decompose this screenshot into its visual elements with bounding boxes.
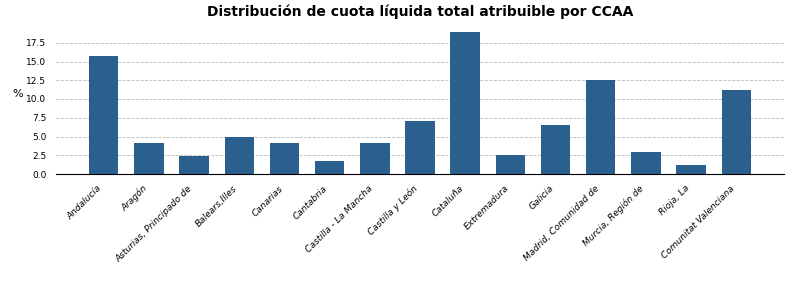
Title: Distribución de cuota líquida total atribuible por CCAA: Distribución de cuota líquida total atri… [207,4,633,19]
Bar [450,32,480,174]
Bar [225,137,254,174]
Bar [586,80,615,174]
Bar [134,143,164,174]
Bar [360,143,390,174]
Bar [270,142,299,174]
Bar [676,165,706,174]
Bar [315,160,344,174]
Bar [89,56,118,174]
Y-axis label: %: % [13,89,23,99]
Bar [631,152,661,174]
Bar [496,155,525,174]
Bar [722,90,751,174]
Bar [541,125,570,174]
Bar [179,156,209,174]
Bar [406,121,434,174]
